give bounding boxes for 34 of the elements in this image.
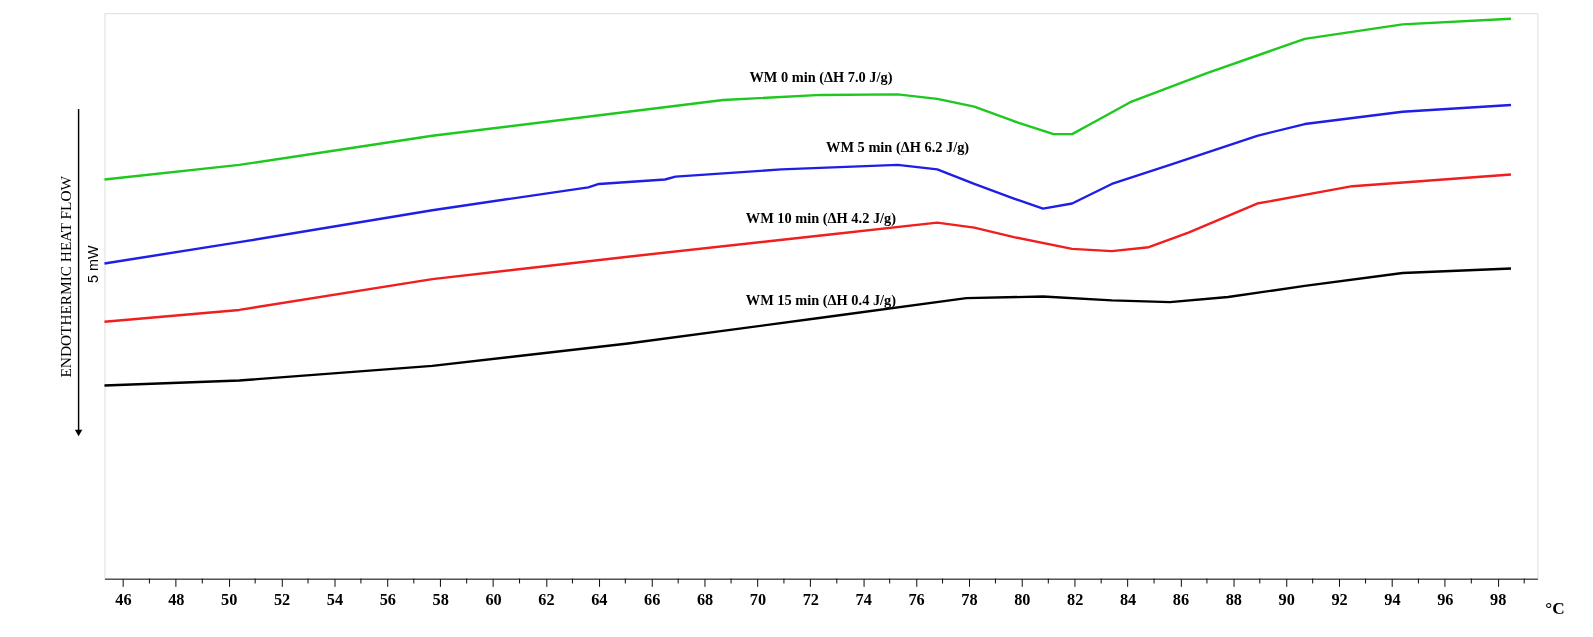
x-tick-label: 62 bbox=[538, 590, 555, 610]
x-tick-label: 78 bbox=[961, 590, 978, 610]
x-tick-label: 88 bbox=[1225, 590, 1242, 610]
y-axis-title: ENDOTHERMIC HEAT FLOW bbox=[56, 175, 74, 378]
x-tick-label: 64 bbox=[591, 590, 608, 610]
x-tick-label: 66 bbox=[644, 590, 661, 610]
text: 5 mW bbox=[84, 245, 101, 284]
x-tick-label: 70 bbox=[749, 590, 767, 610]
x-tick-label: 84 bbox=[1119, 590, 1137, 610]
x-tick-label: 82 bbox=[1067, 590, 1084, 610]
x-tick-label: 54 bbox=[326, 590, 344, 610]
x-tick-label: 46 bbox=[115, 590, 132, 610]
series-label: WM 5 min (ΔH 6.2 J/g) bbox=[826, 139, 970, 157]
x-tick-label: 98 bbox=[1490, 590, 1507, 610]
x-tick-label: 74 bbox=[855, 590, 872, 610]
series-label: WM 15 min (ΔH 0.4 J/g) bbox=[745, 292, 897, 310]
x-tick-label: 86 bbox=[1172, 590, 1190, 610]
x-axis-title: °C bbox=[1545, 598, 1565, 618]
x-tick-label: 68 bbox=[696, 590, 714, 610]
x-tick-label: 90 bbox=[1278, 590, 1295, 610]
series-label: WM 10 min (ΔH 4.2 J/g) bbox=[745, 210, 897, 227]
x-tick-label: 94 bbox=[1384, 590, 1401, 610]
x-tick-label: 92 bbox=[1331, 590, 1348, 610]
x-tick-label: 56 bbox=[379, 590, 396, 610]
x-tick-label: 52 bbox=[273, 590, 291, 610]
x-tick-label: 50 bbox=[221, 590, 238, 610]
x-tick-label: 72 bbox=[802, 590, 819, 610]
x-tick-label: 96 bbox=[1437, 590, 1454, 610]
x-tick-label: 60 bbox=[485, 590, 502, 610]
x-tick-label: 48 bbox=[168, 590, 185, 610]
x-tick-label: 76 bbox=[908, 590, 925, 610]
x-tick-label: 58 bbox=[432, 590, 449, 610]
x-tick-label: 80 bbox=[1014, 590, 1031, 610]
series-label: WM 0 min (ΔH 7.0 J/g) bbox=[749, 69, 893, 87]
